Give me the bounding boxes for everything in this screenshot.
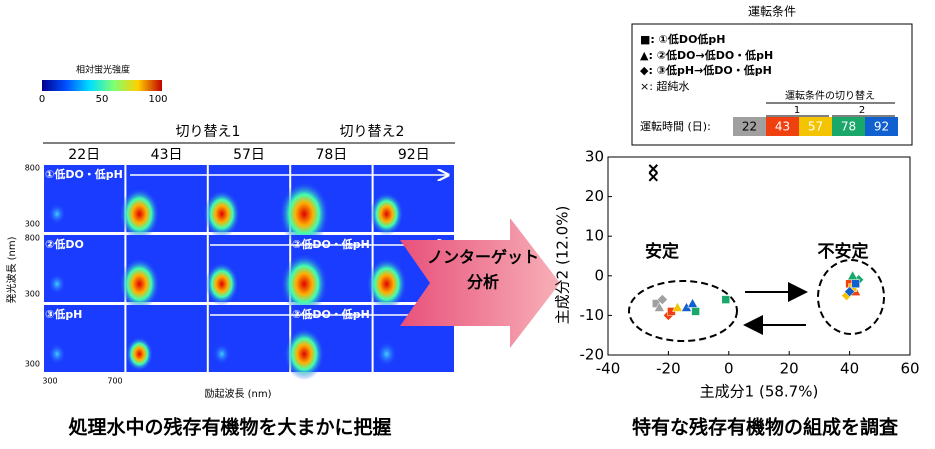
arrow-label: ノンターゲット bbox=[427, 248, 539, 267]
caption: 特有な残存有機物の組成を調査 bbox=[632, 416, 899, 439]
y-tick-label: 30 bbox=[585, 148, 604, 166]
big-arrow bbox=[400, 218, 560, 348]
x-tick-label: 40 bbox=[840, 360, 859, 378]
y-tick-label: 10 bbox=[585, 227, 604, 245]
legend-item: ■: ①低DO低pH bbox=[640, 32, 726, 46]
legend-swatch bbox=[832, 117, 865, 136]
group-header: 切り替え1 bbox=[176, 124, 241, 140]
x-tick-label: 60 bbox=[900, 360, 919, 378]
column-header: 92日 bbox=[398, 147, 430, 163]
y-tick-label: 20 bbox=[585, 187, 604, 205]
legend-item: ◆: ③低pH→低DO・低pH bbox=[640, 63, 772, 77]
point bbox=[691, 307, 700, 316]
eem-ytick: 800 bbox=[25, 234, 40, 243]
x-axis-label: 主成分1 (58.7%) bbox=[700, 383, 819, 401]
eem-peak bbox=[366, 258, 407, 310]
eem-ytick: 300 bbox=[25, 290, 40, 299]
row-label: ②低DO bbox=[45, 237, 84, 251]
column-header: 22日 bbox=[68, 147, 100, 163]
eem-peak bbox=[48, 273, 66, 295]
x-tick-label: -20 bbox=[656, 360, 681, 378]
legend-day: 78 bbox=[841, 120, 856, 134]
point bbox=[851, 279, 860, 288]
y-tick-label: -20 bbox=[580, 346, 605, 364]
legend-day: 22 bbox=[742, 120, 757, 134]
eem-peak bbox=[48, 203, 66, 225]
legend-day: 43 bbox=[775, 120, 790, 134]
legend-day: 57 bbox=[808, 120, 823, 134]
switched-label: ②低DO・低pH bbox=[292, 237, 370, 251]
eem-ytick: 300 bbox=[25, 220, 40, 229]
switch-number: 2 bbox=[859, 105, 865, 116]
y-axis-label: 主成分2 (12.0%) bbox=[554, 206, 572, 325]
eem-peak bbox=[213, 343, 231, 365]
point bbox=[653, 301, 665, 312]
legend-swatch bbox=[733, 117, 766, 136]
point bbox=[648, 164, 659, 174]
eem-xtick: 300 bbox=[42, 377, 57, 386]
legend-day: 92 bbox=[874, 120, 889, 134]
point bbox=[648, 172, 659, 182]
time-label: 運転時間 (日): bbox=[640, 120, 711, 133]
colorbar-tick: 100 bbox=[148, 94, 167, 105]
legend-swatch bbox=[865, 117, 898, 136]
eem-peak bbox=[119, 188, 160, 240]
eem-grid: 切り替え1 切り替え2 22日 43日 57日 78日 92日 ①低DO・低pH 800 300 ②… bbox=[5, 124, 455, 400]
eem-peak bbox=[125, 336, 153, 372]
eem-peak bbox=[279, 181, 330, 247]
point bbox=[847, 270, 859, 281]
group-header: 切り替え2 bbox=[340, 124, 405, 140]
x-tick-label: 20 bbox=[780, 360, 799, 378]
y-tick-label: -10 bbox=[580, 306, 605, 324]
colorbar-label: 相対蛍光強度 bbox=[76, 64, 130, 76]
eem-peak bbox=[203, 190, 241, 238]
colorbar bbox=[42, 80, 162, 91]
point bbox=[657, 294, 668, 305]
point bbox=[721, 295, 731, 304]
legend-swatch bbox=[799, 117, 832, 136]
column-header: 78日 bbox=[315, 147, 347, 163]
eem-peak bbox=[284, 328, 325, 380]
annotation: 不安定 bbox=[818, 241, 869, 262]
row-label: ①低DO・低pH bbox=[45, 167, 123, 181]
eem-ytick: 800 bbox=[25, 164, 40, 173]
eem-peak bbox=[281, 253, 328, 315]
point bbox=[844, 286, 855, 297]
point bbox=[672, 301, 683, 312]
point bbox=[687, 298, 698, 308]
colorbar-tick: 0 bbox=[39, 94, 45, 105]
eem-xlabel: 励起波長 (nm) bbox=[204, 387, 271, 400]
eem-peak bbox=[48, 343, 66, 365]
legend-title: 運転条件 bbox=[748, 5, 796, 19]
eem-peak bbox=[376, 341, 397, 367]
eem-peak bbox=[119, 258, 160, 310]
legend-swatch bbox=[766, 117, 799, 136]
cluster-ring bbox=[628, 280, 738, 342]
caption: 処理水中の残存有機物を大まかに把握 bbox=[68, 416, 391, 439]
arrow-label: 分析 bbox=[467, 273, 499, 292]
column-header: 57日 bbox=[233, 147, 265, 163]
eem-xtick: 700 bbox=[107, 377, 122, 386]
plot-frame bbox=[607, 156, 911, 356]
eem-ylabel: 発光波長 (nm) bbox=[5, 236, 18, 303]
x-tick-label: 0 bbox=[724, 360, 734, 378]
y-tick-label: 0 bbox=[594, 266, 604, 284]
annotation: 安定 bbox=[645, 241, 679, 262]
switched-label: ③低DO・低pH bbox=[292, 307, 370, 321]
switch-number: 1 bbox=[794, 105, 800, 116]
eem-peak bbox=[205, 262, 239, 306]
row-label: ③低pH bbox=[45, 307, 82, 321]
cluster-ring bbox=[817, 259, 885, 335]
colorbar-tick: 50 bbox=[96, 94, 109, 105]
column-header: 43日 bbox=[151, 147, 183, 163]
legend-item: ▲: ②低DO→低DO・低pH bbox=[640, 48, 773, 62]
eem-peak bbox=[369, 192, 404, 236]
x-tick-label: -40 bbox=[596, 360, 621, 378]
eem-ytick: 300 bbox=[25, 360, 40, 369]
switch-title: 運転条件の切り替え bbox=[785, 89, 875, 102]
legend-item: ×: 超純水 bbox=[640, 79, 689, 93]
